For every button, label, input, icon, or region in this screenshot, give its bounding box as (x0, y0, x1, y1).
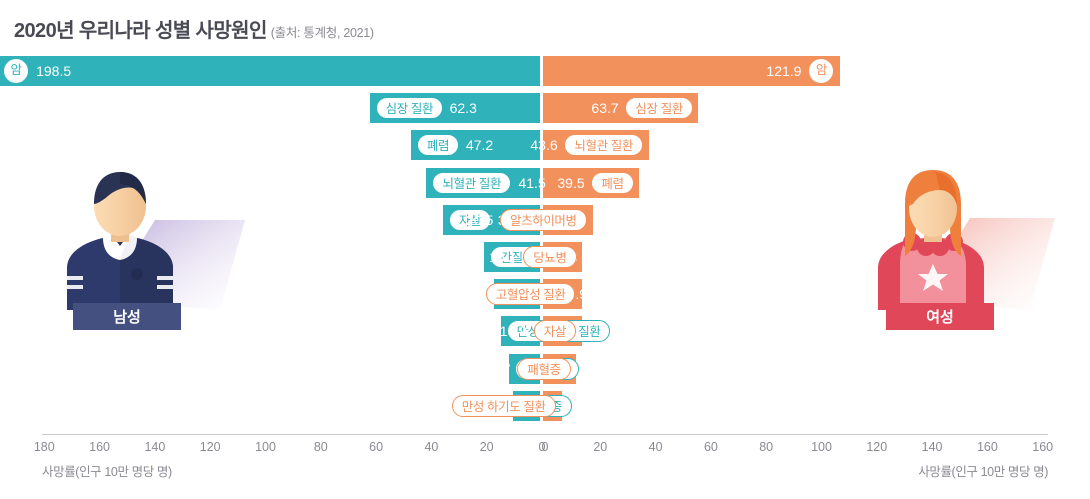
left-axis-tick: 20 (479, 440, 494, 454)
female-value: 13.7 (483, 360, 511, 377)
female-cause-badge: 뇌혈관 질환 (564, 134, 643, 157)
female-value: 39.5 (557, 174, 585, 191)
left-axis-tick: 100 (255, 440, 276, 454)
female-cause-badge: 폐렴 (591, 171, 634, 194)
female-value: 16.1 (489, 249, 517, 265)
left-axis-tick: 180 (33, 440, 55, 454)
female-cause-badge: 당뇨병 (523, 246, 577, 268)
male-cause-badge: 자살 (448, 208, 492, 231)
chart-row: 폐렴 47.2 뇌혈관 질환 43.6 (0, 130, 1090, 161)
female-value: 63.7 (591, 100, 619, 117)
left-axis-tick: 80 (313, 440, 328, 454)
chart-row: 간질환20.3당뇨병16.1 (0, 242, 1090, 272)
right-axis-tick: 80 (759, 440, 774, 454)
female-value: 15.9 (499, 323, 528, 340)
chart-row: 심장 질환 62.3 심장 질환 63.7 (0, 93, 1090, 124)
right-axis-caption: 사망률(인구 10만 명당 명) (918, 465, 1048, 479)
left-axis-tick: 0 (538, 440, 546, 454)
female-cause-badge: 고혈압성 질환 (485, 283, 576, 306)
male-cause-badge: 뇌혈관 질환 (432, 171, 512, 194)
female-value: 7.7 (425, 397, 446, 414)
right-axis-tick: 20 (593, 440, 608, 454)
left-axis-tick: 40 (424, 440, 439, 454)
female-value: 121.9 (766, 63, 802, 79)
male-value: 62.3 (449, 100, 477, 117)
female-cause-badge: 자살 (533, 320, 576, 343)
right-axis-tick: 160 (1032, 440, 1054, 454)
male-cause-badge: 폐렴 (416, 134, 460, 157)
chart-row: 패혈증10.0만성 하기도 질환7.7 (0, 390, 1090, 421)
male-value: 47.2 (465, 137, 494, 154)
left-axis-tick: 160 (89, 440, 111, 454)
female-value: 43.6 (530, 137, 558, 154)
male-label-text: 남성 (113, 308, 141, 326)
female-label-text: 여성 (926, 308, 954, 326)
female-cause-badge: 만성 하기도 질환 (451, 394, 556, 417)
page-title: 2020년 우리나라 성별 사망원인 (14, 20, 267, 42)
chart-row: 암 198.5 암 121.9 (0, 56, 1090, 86)
right-axis-tick: 160 (976, 440, 998, 454)
male-bar[interactable] (0, 56, 540, 86)
male-value: 198.5 (36, 63, 72, 79)
axis-line (42, 434, 1048, 435)
chart-row: 자살35.5알츠하이머병20.5 (0, 204, 1090, 235)
female-cause-badge: 암 (808, 58, 835, 84)
right-axis-tick: 60 (703, 440, 718, 454)
left-axis-tick: 120 (199, 440, 221, 454)
chart-source: (출처: 통계청, 2021) (270, 26, 374, 40)
plot-area: 암 198.5 암 121.9 심장 질환 62.3 심장 질환 63.7 폐렴 47.2 뇌혈관 … (0, 54, 1090, 429)
chart-row: 뇌혈관 질환 41.5 폐렴 39.5 (0, 167, 1090, 198)
female-figure: 여성 (850, 160, 1060, 330)
female-value: 15.9 (451, 286, 480, 303)
male-value: 10.0 (578, 397, 606, 414)
left-axis-tick: 140 (144, 440, 166, 454)
male-value: 41.5 (518, 174, 546, 191)
female-cause-badge: 패혈증 (517, 357, 571, 380)
left-axis-caption: 사망률(인구 10만 명당 명) (42, 465, 172, 479)
male-figure: 남성 (45, 160, 255, 330)
left-axis-tick: 60 (369, 440, 384, 454)
female-value: 20.5 (466, 211, 494, 228)
right-axis-tick: 40 (648, 440, 663, 454)
female-bar[interactable] (543, 56, 841, 86)
right-axis-tick: 100 (811, 440, 832, 454)
male-cause-badge: 심장 질환 (375, 97, 444, 120)
male-value: 14.4 (617, 323, 645, 340)
right-axis-tick: 120 (866, 440, 888, 454)
chart-title-block: 2020년 우리나라 성별 사망원인 (출처: 통계청, 2021) (14, 14, 374, 43)
female-cause-badge: 심장 질환 (625, 97, 693, 120)
right-axis-tick: 140 (921, 440, 943, 454)
male-value: 11.5 (585, 360, 612, 377)
right-axis-tick: 0 (541, 440, 549, 454)
male-cause-badge: 암 (3, 58, 30, 84)
female-cause-badge: 알츠하이머병 (500, 208, 587, 231)
